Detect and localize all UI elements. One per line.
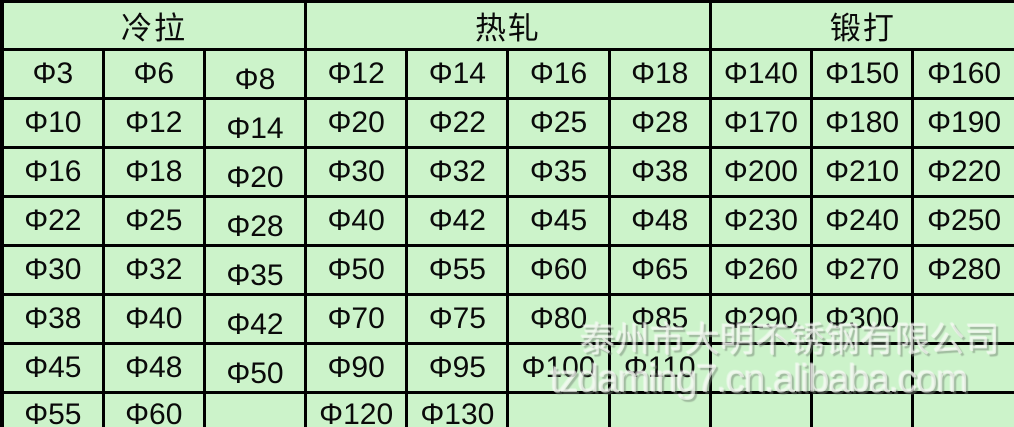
size-cell: Φ22: [0, 195, 105, 247]
size-cell: Φ100: [506, 342, 611, 394]
size-cell: Φ32: [101, 244, 206, 296]
header-row: 冷拉 热轧 锻打: [0, 0, 1014, 51]
size-cell: Φ110: [607, 342, 712, 394]
empty-cell: [809, 342, 915, 394]
size-cell: Φ230: [708, 195, 814, 247]
size-cell: Φ50: [202, 342, 308, 394]
size-cell: Φ60: [101, 391, 206, 427]
size-cell: Φ170: [708, 97, 814, 149]
table-row: Φ16 Φ18 Φ20 Φ30 Φ32 Φ35 Φ38 Φ200 Φ210 Φ220: [0, 146, 1014, 198]
size-cell: Φ260: [708, 244, 814, 296]
size-cell: Φ150: [809, 48, 915, 100]
size-cell: Φ45: [506, 195, 611, 247]
table-row: Φ45 Φ48 Φ50 Φ90 Φ95 Φ100 Φ110: [0, 342, 1014, 394]
size-cell: Φ65: [607, 244, 712, 296]
table-row: Φ55 Φ60 Φ120 Φ130: [0, 391, 1014, 427]
empty-cell: [708, 342, 814, 394]
size-cell: Φ35: [506, 146, 611, 198]
size-cell: Φ190: [911, 97, 1014, 149]
size-cell: Φ16: [506, 48, 611, 100]
empty-cell: [911, 342, 1014, 394]
size-cell: Φ80: [506, 293, 611, 345]
table-row: Φ30 Φ32 Φ35 Φ50 Φ55 Φ60 Φ65 Φ260 Φ270 Φ280: [0, 244, 1014, 296]
size-cell: Φ35: [202, 244, 308, 296]
size-cell: Φ60: [506, 244, 611, 296]
size-cell: Φ20: [202, 146, 308, 198]
size-cell: Φ12: [101, 97, 206, 149]
size-cell: Φ270: [809, 244, 915, 296]
size-cell: Φ22: [405, 97, 510, 149]
size-cell: Φ16: [0, 146, 105, 198]
size-cell: Φ25: [506, 97, 611, 149]
size-cell: Φ40: [101, 293, 206, 345]
size-cell: Φ18: [101, 146, 206, 198]
size-cell: Φ25: [101, 195, 206, 247]
table-row: Φ3 Φ6 Φ8 Φ12 Φ14 Φ16 Φ18 Φ140 Φ150 Φ160: [0, 48, 1014, 100]
empty-cell: [911, 391, 1014, 427]
empty-cell: [506, 391, 611, 427]
size-cell: Φ55: [405, 244, 510, 296]
header-forged: 锻打: [708, 0, 1014, 51]
size-cell: Φ12: [304, 48, 409, 100]
size-cell: Φ240: [809, 195, 915, 247]
size-cell: Φ18: [607, 48, 712, 100]
size-cell: Φ120: [304, 391, 409, 427]
header-hot-rolled: 热轧: [304, 0, 712, 51]
size-cell: Φ140: [708, 48, 814, 100]
size-cell: Φ250: [911, 195, 1014, 247]
size-cell: Φ48: [607, 195, 712, 247]
size-cell: Φ290: [708, 293, 814, 345]
size-cell: Φ38: [0, 293, 105, 345]
size-cell: Φ48: [101, 342, 206, 394]
header-cold-drawn: 冷拉: [0, 0, 308, 51]
size-cell: Φ220: [911, 146, 1014, 198]
size-cell: Φ300: [809, 293, 915, 345]
size-cell: Φ32: [405, 146, 510, 198]
size-cell: Φ30: [0, 244, 105, 296]
empty-cell: [202, 391, 308, 427]
size-cell: Φ75: [405, 293, 510, 345]
size-cell: Φ280: [911, 244, 1014, 296]
size-cell: Φ95: [405, 342, 510, 394]
size-cell: Φ3: [0, 48, 105, 100]
size-cell: Φ70: [304, 293, 409, 345]
table-row: Φ38 Φ40 Φ42 Φ70 Φ75 Φ80 Φ85 Φ290 Φ300: [0, 293, 1014, 345]
size-cell: Φ180: [809, 97, 915, 149]
table-row: Φ22 Φ25 Φ28 Φ40 Φ42 Φ45 Φ48 Φ230 Φ240 Φ250: [0, 195, 1014, 247]
empty-cell: [809, 391, 915, 427]
size-cell: Φ85: [607, 293, 712, 345]
size-cell: Φ42: [405, 195, 510, 247]
empty-cell: [911, 293, 1014, 345]
size-cell: Φ14: [202, 97, 308, 149]
size-cell: Φ40: [304, 195, 409, 247]
size-cell: Φ160: [911, 48, 1014, 100]
size-cell: Φ42: [202, 293, 308, 345]
size-cell: Φ28: [607, 97, 712, 149]
size-cell: Φ90: [304, 342, 409, 394]
size-cell: Φ10: [0, 97, 105, 149]
size-cell: Φ38: [607, 146, 712, 198]
size-cell: Φ200: [708, 146, 814, 198]
size-cell: Φ55: [0, 391, 105, 427]
empty-cell: [607, 391, 712, 427]
size-cell: Φ130: [405, 391, 510, 427]
size-cell: Φ45: [0, 342, 105, 394]
empty-cell: [708, 391, 814, 427]
size-cell: Φ20: [304, 97, 409, 149]
size-cell: Φ50: [304, 244, 409, 296]
size-cell: Φ8: [202, 48, 308, 100]
size-cell: Φ6: [101, 48, 206, 100]
size-cell: Φ14: [405, 48, 510, 100]
size-cell: Φ210: [809, 146, 915, 198]
size-cell: Φ30: [304, 146, 409, 198]
table-row: Φ10 Φ12 Φ14 Φ20 Φ22 Φ25 Φ28 Φ170 Φ180 Φ190: [0, 97, 1014, 149]
size-cell: Φ28: [202, 195, 308, 247]
